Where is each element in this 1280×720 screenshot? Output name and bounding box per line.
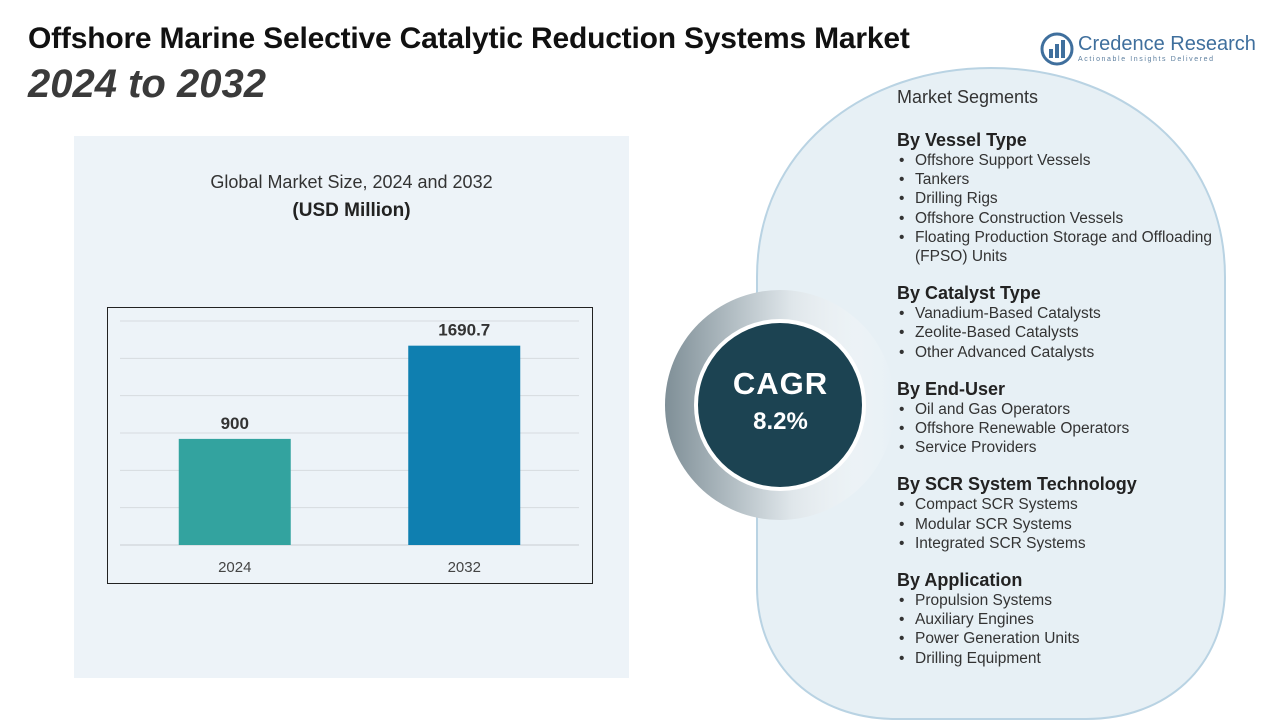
segment-group-application: By Application • Propulsion Systems • Auxi… — [897, 569, 1217, 668]
cagr-label: CAGR — [732, 366, 829, 401]
cagr-badge-ring — [665, 290, 895, 520]
brand-logo[interactable]: Credence Research Actionable Insights De… — [1040, 30, 1256, 70]
bar-chart-logo-icon — [1040, 32, 1074, 66]
page-subtitle-years: 2024 to 2032 — [28, 62, 266, 106]
bar-chart: 900 1690.7 2024 2032 — [107, 307, 593, 584]
brand-tagline: Actionable Insights Delivered — [1078, 56, 1215, 63]
segments-heading: Market Segments — [897, 87, 1039, 107]
bar-2032 — [408, 345, 521, 545]
list-item: • Drilling Rigs — [899, 190, 998, 208]
list-item: • Zeolite-Based Catalysts — [899, 324, 1079, 342]
segment-group-catalyst-type: By Catalyst Type • Vanadium-Based Catalys… — [897, 282, 1217, 362]
list-item: • Other Advanced Catalysts — [899, 343, 1095, 361]
chart-title: Global Market Size, 2024 and 2032 — [210, 172, 493, 192]
segment-group-vessel-type: By Vessel Type • Offshore Support Vessels… — [897, 129, 1217, 266]
list-item: • Offshore Support Vessels — [899, 152, 1091, 169]
list-item: • Offshore Renewable Operators — [899, 420, 1130, 438]
segment-group-title: By Vessel Type — [897, 130, 1027, 150]
list-item: • Floating Production Storage and Offload… — [899, 228, 1212, 266]
chart-unit-label: (USD Million) — [292, 200, 411, 221]
list-item: • Integrated SCR Systems — [899, 534, 1086, 552]
x-tick-label: 2032 — [448, 559, 481, 576]
list-item: • Vanadium-Based Catalysts — [899, 305, 1101, 323]
list-item: • Oil and Gas Operators — [899, 400, 1071, 418]
segment-group-scr-technology: By SCR System Technology • Compact SCR Sy… — [897, 473, 1217, 553]
list-item: • Propulsion Systems — [899, 592, 1052, 610]
bar-value-label: 1690.7 — [438, 321, 490, 340]
segment-group-title: By Catalyst Type — [897, 283, 1041, 304]
list-item: • Service Providers — [899, 439, 1037, 457]
segments-panel-background — [756, 67, 1226, 720]
bar-2024 — [178, 438, 291, 545]
list-item: • Power Generation Units — [899, 630, 1080, 648]
segment-group-title: By SCR System Technology — [897, 474, 1137, 495]
segment-group-title: By End-User — [897, 378, 1006, 399]
list-item: • Modular SCR Systems — [899, 515, 1072, 533]
bar-value-label: 900 — [221, 414, 249, 433]
list-item: • Drilling Equipment — [899, 649, 1041, 667]
market-segments-list: Market Segments By Vessel Type • Offshore… — [897, 87, 1217, 684]
brand-name: Credence Research — [1078, 33, 1256, 55]
list-item: • Offshore Construction Vessels — [899, 209, 1124, 227]
cagr-value: 8.2% — [753, 408, 808, 435]
list-item: • Auxiliary Engines — [899, 611, 1034, 629]
page-title: Offshore Marine Selective Catalytic Redu… — [28, 22, 910, 55]
segment-group-title: By Application — [897, 570, 1023, 591]
segment-group-end-user: By End-User • Oil and Gas Operators • Offs… — [897, 378, 1217, 458]
list-item: • Tankers — [899, 171, 970, 189]
x-tick-label: 2024 — [218, 559, 251, 576]
market-size-chart-panel: Global Market Size, 2024 and 2032 (USD M… — [74, 136, 629, 678]
list-item: • Compact SCR Systems — [899, 496, 1078, 514]
